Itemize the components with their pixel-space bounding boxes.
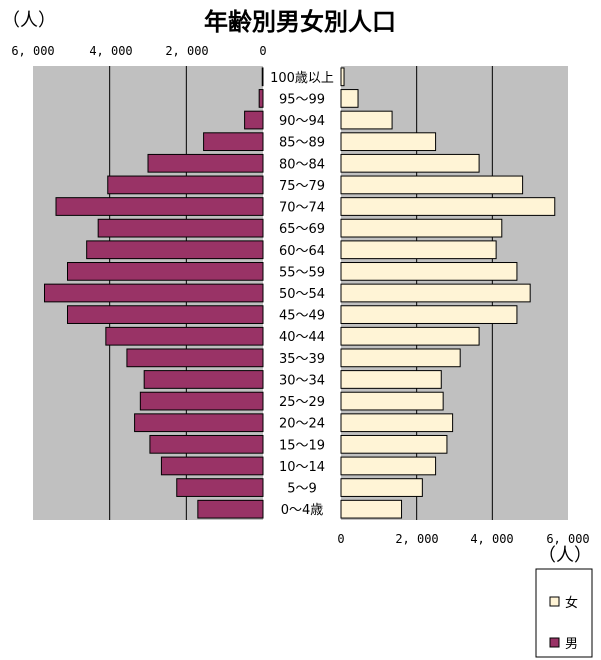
female-bar-13 bbox=[340, 218, 503, 238]
category-label: 45～49 bbox=[279, 309, 325, 324]
legend-label-female: 女 bbox=[565, 595, 578, 611]
male-bar-17 bbox=[203, 132, 264, 152]
female-bar-6 bbox=[340, 370, 442, 389]
male-bar-18 bbox=[244, 110, 264, 130]
category-label: 95～99 bbox=[279, 92, 325, 107]
category-label: 80～84 bbox=[279, 157, 325, 172]
male-bar-7 bbox=[126, 348, 264, 368]
male-bar-2 bbox=[160, 456, 264, 476]
female-bar-3 bbox=[340, 434, 448, 454]
male-bar-0 bbox=[197, 499, 264, 519]
legend-swatch-female bbox=[549, 596, 560, 607]
male-bar-19 bbox=[258, 89, 264, 108]
category-label: 85～89 bbox=[279, 136, 325, 151]
male-bar-6 bbox=[143, 370, 264, 389]
female-bar-18 bbox=[340, 110, 393, 130]
male-bar-9 bbox=[67, 305, 264, 324]
female-bar-16 bbox=[340, 153, 480, 173]
female-bar-5 bbox=[340, 391, 444, 411]
male-bar-20 bbox=[261, 67, 264, 87]
male-bar-8 bbox=[105, 326, 264, 346]
category-label: 90～94 bbox=[279, 114, 325, 129]
male-bar-13 bbox=[97, 218, 264, 238]
category-label: 25～29 bbox=[279, 395, 325, 410]
right-tick-label: 6, 000 bbox=[546, 532, 589, 546]
category-label: 65～69 bbox=[279, 222, 325, 237]
female-bar-7 bbox=[340, 348, 461, 368]
chart-title: 年齢別男女別人口 bbox=[204, 8, 396, 36]
category-label: 20～24 bbox=[279, 417, 325, 432]
category-label: 50～54 bbox=[279, 287, 325, 302]
right-tick-label: 2, 000 bbox=[395, 532, 438, 546]
male-bar-15 bbox=[107, 175, 264, 195]
category-label: 5～9 bbox=[287, 482, 317, 497]
female-bar-4 bbox=[340, 413, 454, 433]
legend: 女 男 bbox=[535, 568, 593, 658]
right-tick-label: 4, 000 bbox=[470, 532, 513, 546]
category-label: 0～4歳 bbox=[281, 503, 324, 518]
male-bar-4 bbox=[134, 413, 264, 433]
left-tick-label: 4, 000 bbox=[89, 44, 132, 58]
legend-label-male: 男 bbox=[565, 637, 578, 652]
category-label: 75～79 bbox=[279, 179, 325, 194]
left-tick-label: 2, 000 bbox=[165, 44, 208, 58]
female-bar-19 bbox=[340, 89, 359, 108]
male-bar-1 bbox=[176, 478, 264, 497]
female-bar-1 bbox=[340, 478, 423, 497]
female-bar-11 bbox=[340, 262, 518, 281]
left-unit-label: （人） bbox=[2, 10, 56, 31]
male-bar-10 bbox=[44, 283, 264, 303]
legend-swatch-male bbox=[549, 637, 560, 648]
center-label-column bbox=[263, 66, 341, 520]
female-bar-20 bbox=[340, 67, 345, 87]
right-tick-label: 0 bbox=[337, 532, 344, 546]
female-bar-12 bbox=[340, 240, 497, 260]
right-unit-label: （人） bbox=[538, 545, 592, 566]
left-tick-label: 0 bbox=[259, 44, 266, 58]
category-label: 30～34 bbox=[279, 373, 325, 388]
category-label: 60～64 bbox=[279, 244, 325, 259]
male-bar-16 bbox=[147, 153, 264, 173]
female-bar-17 bbox=[340, 132, 437, 152]
category-label: 55～59 bbox=[279, 265, 325, 280]
male-bar-5 bbox=[139, 391, 264, 411]
female-bar-10 bbox=[340, 283, 531, 303]
female-bar-2 bbox=[340, 456, 437, 476]
left-tick-label: 6, 000 bbox=[11, 44, 54, 58]
female-bar-14 bbox=[340, 197, 556, 216]
female-bar-15 bbox=[340, 175, 524, 195]
female-bar-0 bbox=[340, 499, 403, 519]
legend-box bbox=[535, 568, 593, 658]
male-bar-11 bbox=[67, 262, 264, 281]
category-label: 40～44 bbox=[279, 330, 325, 345]
female-bar-8 bbox=[340, 326, 480, 346]
female-bar-9 bbox=[340, 305, 518, 324]
category-label: 100歳以上 bbox=[270, 71, 334, 86]
category-label: 35～39 bbox=[279, 352, 325, 367]
male-bar-12 bbox=[86, 240, 264, 260]
category-label: 15～19 bbox=[279, 438, 325, 453]
male-bar-3 bbox=[149, 434, 264, 454]
category-label: 70～74 bbox=[279, 201, 325, 216]
category-label: 10～14 bbox=[279, 460, 325, 475]
male-bar-14 bbox=[55, 197, 264, 216]
